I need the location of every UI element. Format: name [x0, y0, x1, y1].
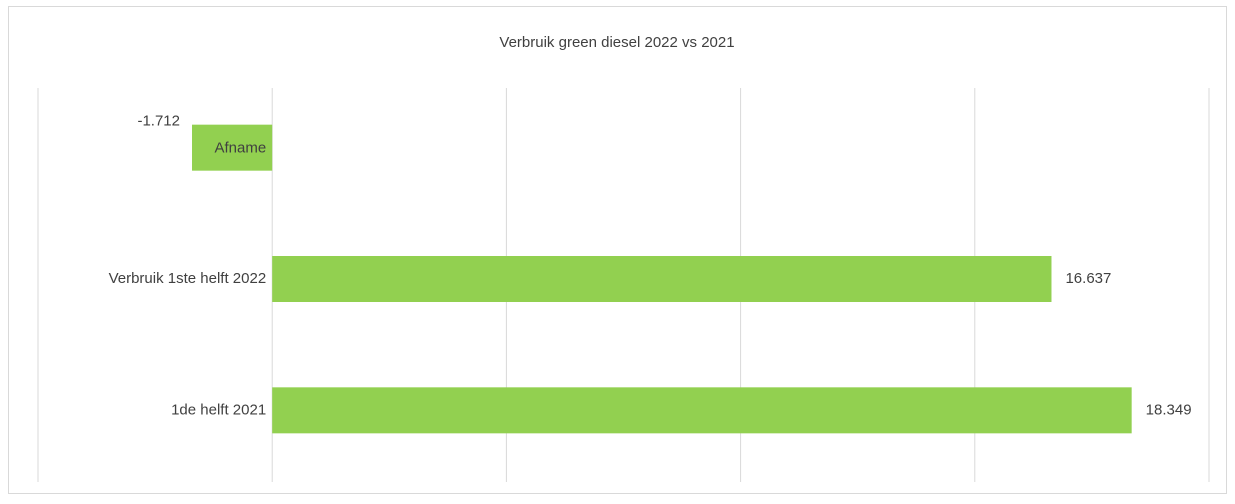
category-label: Verbruik 1ste helft 2022: [109, 270, 267, 287]
value-label: -1.712: [137, 113, 180, 130]
bar: [272, 256, 1052, 302]
bar: [272, 387, 1132, 434]
category-label: Afname: [214, 140, 266, 157]
category-label: 1de helft 2021: [171, 401, 266, 418]
chart-title: Verbruik green diesel 2022 vs 2021: [499, 34, 734, 51]
value-label: 16.637: [1065, 270, 1111, 287]
bar: [192, 124, 273, 171]
value-label: 18.349: [1146, 401, 1192, 418]
